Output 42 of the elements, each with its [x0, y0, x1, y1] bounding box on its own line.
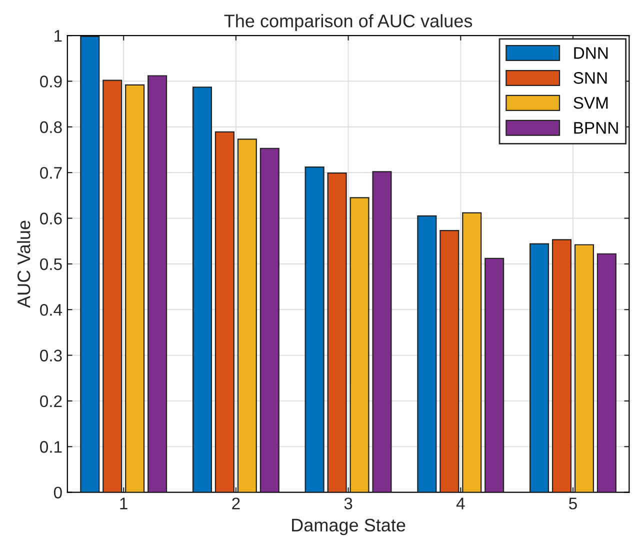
- y-tick-label: 0.6: [40, 212, 62, 224]
- x-tick-label: 5: [569, 498, 577, 510]
- bar: [350, 197, 370, 492]
- y-tick-label: 0.4: [40, 304, 62, 316]
- y-tick-label: 1: [54, 30, 62, 42]
- bar: [596, 253, 616, 492]
- bar: [214, 131, 234, 492]
- bar: [574, 244, 594, 492]
- bar: [417, 215, 437, 492]
- y-tick-label: 0: [54, 486, 62, 499]
- y-tick-label: 0.1: [40, 441, 62, 453]
- bar: [102, 80, 122, 492]
- x-tick-label: 4: [456, 498, 465, 510]
- legend-label: DNN: [574, 47, 608, 59]
- legend-label: BPNN: [574, 122, 618, 134]
- y-tick-label: 0.2: [40, 395, 62, 408]
- bar: [80, 36, 100, 492]
- bar: [530, 243, 550, 492]
- bar: [304, 166, 324, 492]
- bar: [148, 75, 168, 492]
- y-tick-label: 0.9: [40, 76, 62, 88]
- chart-title: The comparison of AUC values: [224, 14, 472, 31]
- bar: [260, 148, 280, 492]
- bar: [125, 84, 145, 492]
- bar: [192, 86, 212, 492]
- x-tick-label: 1: [120, 498, 128, 510]
- legend-label: SNN: [574, 72, 607, 84]
- x-tick-label: 2: [232, 498, 240, 510]
- x-tick-label: 3: [344, 498, 352, 510]
- x-axis-title: Damage State: [292, 518, 406, 536]
- y-tick-label: 0.7: [40, 166, 62, 179]
- y-axis-title: AUC Value: [16, 220, 30, 308]
- bar: [327, 172, 347, 492]
- y-tick-label: 0.5: [40, 258, 62, 270]
- bar: [462, 212, 482, 492]
- bar: [372, 171, 392, 492]
- bar: [552, 239, 572, 492]
- legend-label: SVM: [574, 97, 608, 109]
- y-tick-label: 0.8: [40, 121, 62, 134]
- bar: [237, 138, 257, 492]
- bar: [484, 258, 504, 492]
- y-tick-label: 0.3: [40, 350, 62, 362]
